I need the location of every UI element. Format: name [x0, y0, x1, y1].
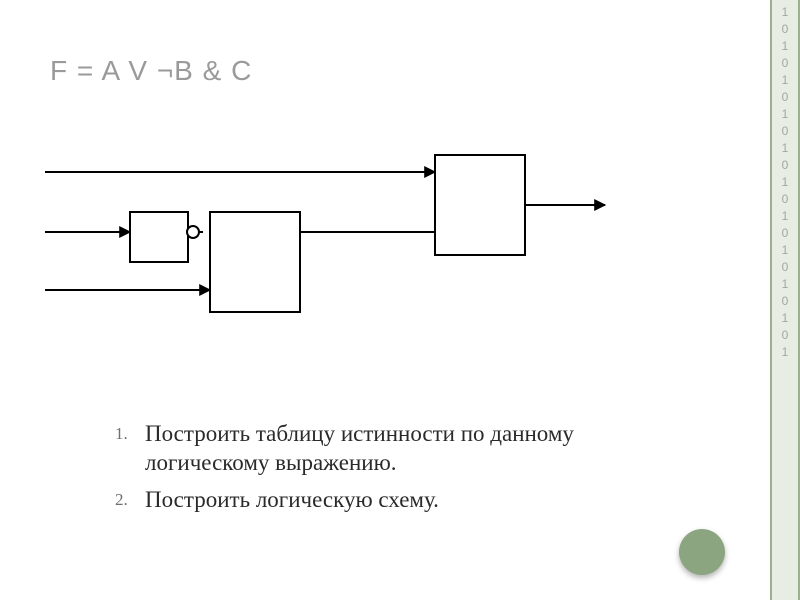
bit: 1: [782, 106, 789, 123]
bit: 0: [782, 89, 789, 106]
list-number: 2.: [115, 486, 145, 510]
bit: 0: [782, 293, 789, 310]
formula-title: F = A V ¬В & C: [50, 55, 252, 87]
bit: 0: [782, 123, 789, 140]
bit: 1: [782, 4, 789, 21]
list-item: 1. Построить таблицу истинности по данно…: [115, 420, 675, 478]
bit: 1: [782, 72, 789, 89]
logic-diagram: [45, 150, 645, 370]
list-item: 2. Построить логическую схему.: [115, 486, 675, 515]
slide-area: F = A V ¬В & C 1. Построить таблицу исти…: [0, 0, 770, 600]
bit: 0: [782, 55, 789, 72]
bit: 1: [782, 242, 789, 259]
binary-sidebar: 101010101010101010101: [770, 0, 800, 600]
bit: 0: [782, 157, 789, 174]
list-number: 1.: [115, 420, 145, 444]
bit: 1: [782, 310, 789, 327]
bit: 0: [782, 225, 789, 242]
list-text: Построить таблицу истинности по данному …: [145, 420, 675, 478]
bit: 1: [782, 174, 789, 191]
bit: 1: [782, 344, 789, 361]
bit: 1: [782, 140, 789, 157]
decorative-circle-icon: [679, 529, 725, 575]
bit: 0: [782, 191, 789, 208]
bit: 1: [782, 38, 789, 55]
bit: 0: [782, 259, 789, 276]
list-text: Построить логическую схему.: [145, 486, 439, 515]
bit: 1: [782, 276, 789, 293]
bit: 0: [782, 327, 789, 344]
bit: 1: [782, 208, 789, 225]
bit: 0: [782, 21, 789, 38]
task-list: 1. Построить таблицу истинности по данно…: [115, 420, 675, 522]
